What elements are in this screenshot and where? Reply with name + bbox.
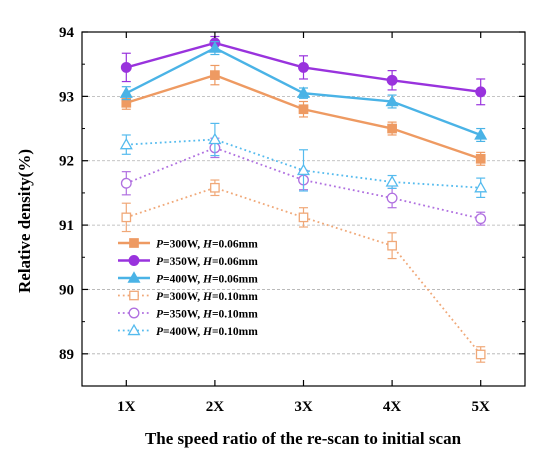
data-point xyxy=(296,86,311,98)
legend-label-part: H xyxy=(202,326,213,338)
legend-label-part: =350W, xyxy=(163,256,203,268)
legend-label-part: P xyxy=(156,326,164,338)
legend-item-4: P=300W, H=0.10mm xyxy=(118,290,258,303)
data-point xyxy=(475,213,487,225)
x-tick-label: 5X xyxy=(472,399,491,415)
legend-label: P=300W, H=0.10mm xyxy=(156,291,258,303)
legend-item-2: P=350W, H=0.06mm xyxy=(118,255,258,268)
axes: 89 90 91 92 93 94 1X 2X 3X 4X 5X xyxy=(59,25,526,415)
legend-item-3: P=400W, H=0.06mm xyxy=(118,271,258,286)
legend-label-part: P xyxy=(156,309,164,321)
data-point xyxy=(475,86,487,98)
data-point xyxy=(387,240,397,251)
data-point xyxy=(475,153,486,164)
data-point xyxy=(120,177,132,189)
x-tick-label: 3X xyxy=(294,399,313,415)
legend-label: P=300W, H=0.06mm xyxy=(156,239,258,251)
series-line xyxy=(126,186,482,356)
legend-label-part: P xyxy=(156,239,164,251)
legend-label: P=400W, H=0.06mm xyxy=(156,274,258,286)
legend-label-part: =0.06mm xyxy=(212,274,258,286)
series-4 xyxy=(121,179,486,363)
data-point xyxy=(210,70,220,80)
data-point xyxy=(475,349,486,360)
legend-label-part: =0.10mm xyxy=(212,309,258,321)
series-layer xyxy=(119,35,488,363)
legend-item-5: P=350W, H=0.10mm xyxy=(118,307,258,321)
series-6 xyxy=(119,122,488,199)
legend-label-part: =0.10mm xyxy=(212,291,258,303)
legend-label: P=350W, H=0.10mm xyxy=(156,309,258,321)
legend-label-part: H xyxy=(202,256,213,268)
legend-label-part: =350W, xyxy=(163,309,203,321)
y-tick-label: 93 xyxy=(59,89,74,105)
data-point xyxy=(474,128,488,140)
x-tick-label: 1X xyxy=(117,399,136,415)
legend-label-part: P xyxy=(156,274,164,286)
data-point xyxy=(386,74,398,86)
x-axis-title: The speed ratio of the re-scan to initia… xyxy=(145,429,462,448)
legend-label-part: H xyxy=(202,309,213,321)
y-axis-title: Relative density(%) xyxy=(15,149,34,293)
legend-label-part: =400W, xyxy=(163,326,203,338)
legend-item-6: P=400W, H=0.10mm xyxy=(118,323,258,338)
legend-label-part: =300W, xyxy=(163,291,203,303)
data-point xyxy=(210,182,220,193)
legend-marker xyxy=(127,271,141,283)
legend-label-part: =0.10mm xyxy=(212,326,258,338)
legend-label-part: =0.06mm xyxy=(212,239,258,251)
x-tick-label: 4X xyxy=(383,399,402,415)
y-tick-label: 94 xyxy=(59,25,75,41)
legend-label-part: H xyxy=(202,239,213,251)
data-point xyxy=(119,86,133,98)
legend-label-part: P xyxy=(156,256,164,268)
data-point xyxy=(387,123,397,134)
legend-label-part: =0.06mm xyxy=(212,256,258,268)
data-point xyxy=(298,104,309,115)
legend-marker xyxy=(129,238,139,248)
data-point xyxy=(121,212,132,223)
data-point xyxy=(298,61,309,73)
legend-label: P=400W, H=0.10mm xyxy=(156,326,258,338)
series-2 xyxy=(120,35,487,106)
data-point xyxy=(385,175,399,187)
legend-marker xyxy=(129,290,139,301)
legend-item-1: P=300W, H=0.06mm xyxy=(118,238,258,251)
y-tick-label: 92 xyxy=(59,154,74,170)
legend-label-part: P xyxy=(156,291,164,303)
legend-marker xyxy=(128,255,140,266)
legend-label-part: H xyxy=(202,291,213,303)
legend-label-part: =300W, xyxy=(163,239,203,251)
data-point xyxy=(208,41,222,53)
legend-label: P=350W, H=0.06mm xyxy=(156,256,258,268)
x-tick-label: 2X xyxy=(206,399,225,415)
legend-marker xyxy=(128,307,140,319)
data-point xyxy=(386,192,398,204)
y-tick-label: 90 xyxy=(59,282,74,298)
y-tick-label: 89 xyxy=(59,347,74,363)
data-point xyxy=(474,181,488,193)
data-point xyxy=(385,94,399,107)
legend-marker xyxy=(127,323,141,336)
data-point xyxy=(119,137,133,150)
data-point xyxy=(120,61,132,73)
legend-label-part: =400W, xyxy=(163,274,203,286)
series-line xyxy=(125,146,481,220)
data-point xyxy=(298,212,309,223)
series-3 xyxy=(119,41,488,143)
data-point xyxy=(296,163,311,176)
y-tick-label: 91 xyxy=(59,218,74,234)
data-point xyxy=(208,132,222,145)
legend-label-part: H xyxy=(202,274,213,286)
